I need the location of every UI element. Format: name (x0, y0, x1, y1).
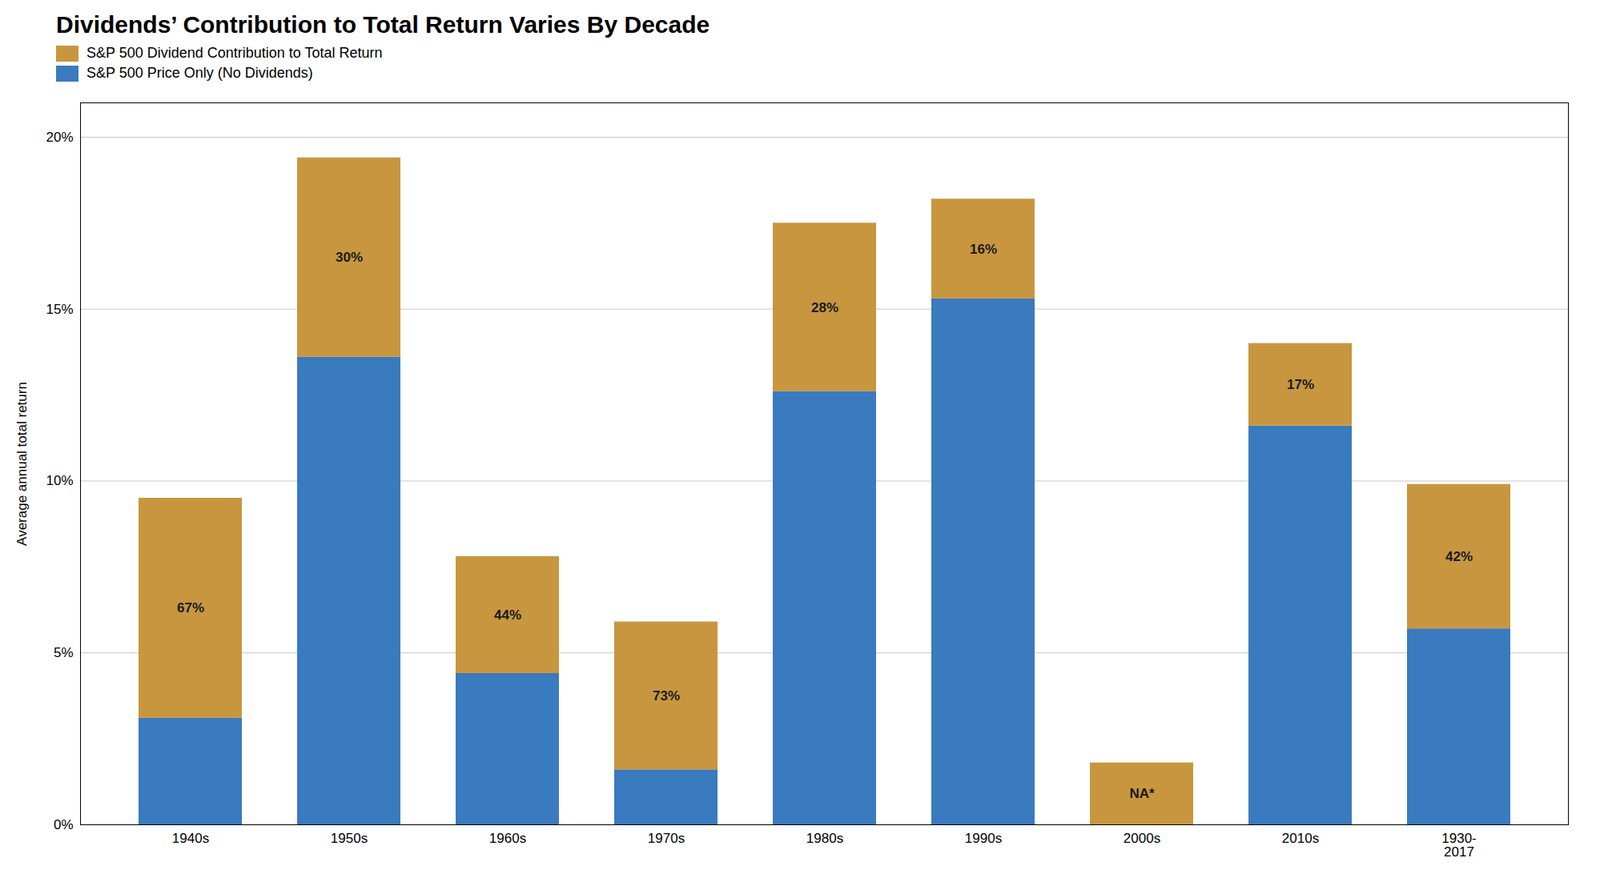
svg-text:0%: 0% (53, 817, 74, 833)
svg-text:44%: 44% (494, 607, 522, 624)
svg-text:10%: 10% (45, 473, 73, 489)
svg-text:Average annual total return: Average annual total return (14, 381, 30, 547)
svg-text:1970s: 1970s (647, 831, 685, 847)
svg-text:1940s: 1940s (172, 831, 210, 847)
svg-text:42%: 42% (1445, 549, 1473, 565)
html-text:Dividends’ Contribution to Tot: Dividends’ Contribution to Total Return … (56, 11, 710, 38)
svg-text:5%: 5% (53, 645, 74, 661)
svg-text:1980s: 1980s (806, 831, 844, 847)
svg-text:1990s: 1990s (964, 831, 1002, 847)
svg-text:30%: 30% (335, 249, 363, 266)
svg-text:16%: 16% (969, 241, 997, 257)
svg-text:NA*: NA* (1129, 786, 1155, 802)
svg-text:67%: 67% (176, 600, 205, 616)
svg-text:20%: 20% (45, 129, 73, 145)
svg-text:1950s: 1950s (330, 831, 368, 847)
svg-text:17%: 17% (1286, 377, 1315, 393)
svg-text:1960s: 1960s (489, 831, 527, 847)
html-text:S&P 500 Price Only (No Dividen: S&P 500 Price Only (No Dividends) (86, 64, 313, 81)
svg-text:2000s: 2000s (1123, 831, 1161, 847)
svg-text:28%: 28% (811, 300, 839, 316)
svg-text:73%: 73% (652, 688, 680, 704)
svg-text:2010s: 2010s (1282, 831, 1319, 847)
html-text:S&P 500 Dividend Contribution: S&P 500 Dividend Contribution to Total R… (86, 44, 383, 61)
svg-text:1930-2017: 1930-2017 (1441, 831, 1476, 861)
svg-text:15%: 15% (45, 301, 73, 318)
